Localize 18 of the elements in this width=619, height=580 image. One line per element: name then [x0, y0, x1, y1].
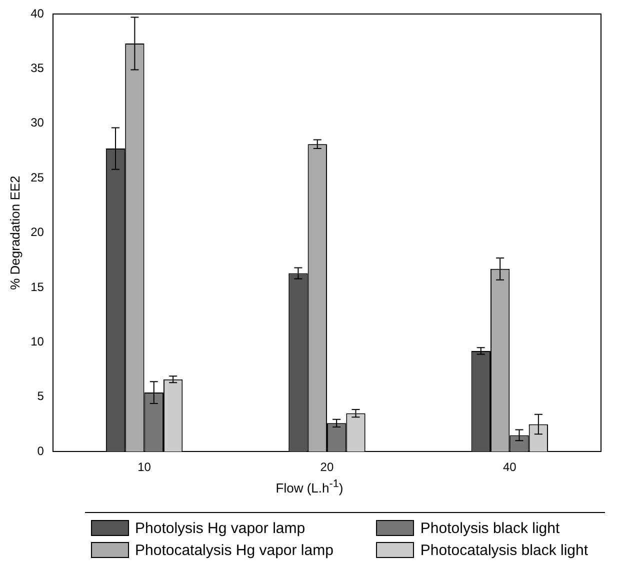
x-tick-label: 40: [502, 460, 517, 474]
x-axis-title: Flow (L.h$^{-1}$): [274, 478, 344, 496]
y-tick-label: 30: [30, 116, 44, 130]
y-tick-label: 25: [30, 170, 44, 184]
legend-label: Photocatalysis black light: [420, 542, 588, 558]
y-tick-label: 15: [30, 280, 44, 294]
legend-label: Photolysis black light: [420, 520, 560, 536]
y-axis-title: % Degradation EE2: [7, 176, 22, 290]
y-tick-label: 0: [37, 444, 44, 458]
x-tick-label: 10: [138, 460, 152, 474]
y-tick-label: 35: [30, 61, 44, 76]
x-tick-label: 20: [320, 460, 334, 474]
y-tick-label: 20: [30, 225, 44, 240]
y-tick-label: 40: [30, 6, 44, 20]
y-tick-label: 10: [30, 334, 44, 349]
legend-label: Photocatalysis Hg vapor lamp: [135, 542, 334, 558]
y-tick-label: 5: [37, 389, 44, 404]
legend-label: Photolysis Hg vapor lamp: [135, 520, 306, 536]
